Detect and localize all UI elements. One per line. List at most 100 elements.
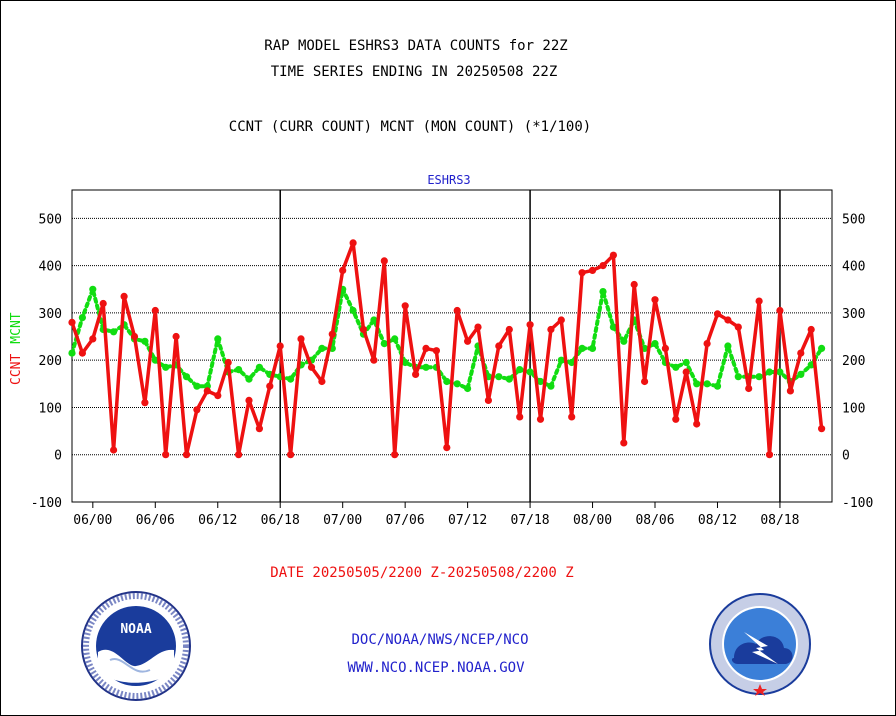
data-point-mcnt: [214, 335, 222, 343]
data-point-mcnt: [588, 344, 597, 352]
y-tick-label-left: 500: [39, 212, 62, 227]
data-point-mcnt: [651, 340, 659, 348]
chart-title-line2: TIME SERIES ENDING IN 20250508 22Z: [270, 64, 558, 80]
y-tick-label-right: 100: [842, 401, 865, 416]
data-point-ccnt: [162, 451, 170, 459]
series-line-ccnt: [72, 241, 824, 457]
nws-logo-icon: [709, 593, 811, 696]
data-point-ccnt: [807, 325, 815, 334]
x-tick-label: 08/00: [573, 513, 612, 528]
data-point-ccnt: [620, 439, 628, 447]
data-point-ccnt: [370, 356, 378, 364]
data-point-ccnt: [630, 280, 638, 289]
y-tick-label-left: 300: [39, 307, 62, 322]
data-point-ccnt: [78, 349, 86, 357]
data-point-ccnt: [495, 342, 503, 350]
data-point-ccnt: [526, 321, 534, 329]
data-point-mcnt: [797, 370, 805, 378]
data-point-mcnt: [78, 314, 86, 322]
y-tick-label-left: -100: [31, 496, 62, 511]
data-point-ccnt: [786, 387, 795, 395]
data-point-ccnt: [557, 316, 565, 324]
data-point-ccnt: [99, 299, 107, 308]
x-tick-label: 07/18: [511, 513, 550, 528]
y-tick-label-right: 300: [842, 307, 865, 322]
y-tick-label-right: 400: [842, 260, 865, 275]
data-point-ccnt: [536, 415, 545, 423]
data-point-mcnt: [370, 316, 378, 324]
data-point-ccnt: [339, 266, 347, 274]
y-axis-label-mcnt: MCNT: [9, 312, 24, 343]
date-range-label: DATE 20250505/2200 Z-20250508/2200 Z: [270, 565, 574, 581]
data-point-mcnt: [391, 335, 399, 343]
data-point-mcnt: [422, 363, 430, 371]
data-point-ccnt: [672, 415, 680, 423]
data-point-ccnt: [464, 337, 472, 345]
data-point-ccnt: [245, 396, 253, 404]
x-tick-label: 08/06: [635, 513, 674, 528]
data-point-ccnt: [432, 347, 440, 355]
data-point-ccnt: [110, 446, 118, 454]
data-point-ccnt: [182, 451, 191, 459]
website-label: WWW.NCO.NCEP.NOAA.GOV: [347, 660, 525, 676]
data-point-mcnt: [734, 373, 742, 381]
data-point-mcnt: [713, 382, 722, 390]
data-point-mcnt: [568, 358, 576, 367]
data-point-mcnt: [193, 382, 201, 390]
data-point-ccnt: [797, 349, 805, 357]
data-point-mcnt: [672, 363, 680, 371]
data-point-mcnt: [765, 368, 774, 376]
data-point-ccnt: [568, 413, 576, 421]
data-point-mcnt: [318, 344, 326, 352]
plot-title: ESHRS3: [427, 173, 470, 187]
noaa-logo-text: NOAA: [120, 622, 151, 637]
data-point-mcnt: [703, 380, 711, 388]
data-point-ccnt: [578, 269, 586, 277]
data-point-ccnt: [755, 297, 763, 305]
data-point-ccnt: [661, 344, 670, 352]
data-point-ccnt: [453, 306, 461, 315]
data-point-ccnt: [443, 444, 451, 452]
data-point-ccnt: [203, 387, 211, 395]
data-point-ccnt: [609, 251, 618, 259]
data-point-mcnt: [609, 323, 618, 331]
data-point-mcnt: [443, 377, 451, 386]
data-point-mcnt: [287, 375, 295, 383]
data-point-ccnt: [401, 302, 409, 310]
data-point-ccnt: [380, 257, 388, 265]
data-point-mcnt: [724, 342, 732, 350]
data-point-ccnt: [422, 344, 430, 352]
data-point-mcnt: [818, 344, 826, 352]
data-point-mcnt: [599, 288, 607, 296]
data-point-ccnt: [359, 325, 368, 334]
y-axis-label: CCNT MCNT: [9, 312, 24, 385]
y-tick-label-right: -100: [842, 496, 873, 511]
data-point-mcnt: [682, 358, 690, 367]
y-tick-label-left: 0: [54, 449, 62, 464]
data-point-ccnt: [276, 342, 284, 350]
data-point-ccnt: [651, 296, 659, 304]
data-point-mcnt: [464, 384, 472, 393]
x-tick-label: 06/00: [73, 513, 112, 528]
data-point-mcnt: [401, 358, 409, 367]
data-point-mcnt: [776, 368, 784, 376]
x-tick-label: 08/12: [698, 513, 737, 528]
y-axis-label-ccnt: CCNT: [9, 354, 24, 385]
data-point-mcnt: [526, 368, 534, 376]
data-point-ccnt: [724, 316, 732, 324]
data-point-ccnt: [505, 325, 513, 334]
data-point-mcnt: [68, 349, 76, 357]
data-point-mcnt: [547, 382, 555, 390]
data-point-mcnt: [453, 380, 461, 388]
data-point-ccnt: [776, 306, 784, 315]
data-point-mcnt: [620, 337, 628, 345]
data-point-ccnt: [89, 335, 97, 343]
data-point-ccnt: [224, 358, 232, 367]
data-point-mcnt: [235, 366, 243, 374]
plot-border: [71, 189, 833, 503]
x-tick-label: 07/12: [448, 513, 487, 528]
data-point-mcnt: [505, 375, 513, 383]
data-point-ccnt: [516, 413, 524, 421]
data-point-ccnt: [765, 451, 774, 459]
